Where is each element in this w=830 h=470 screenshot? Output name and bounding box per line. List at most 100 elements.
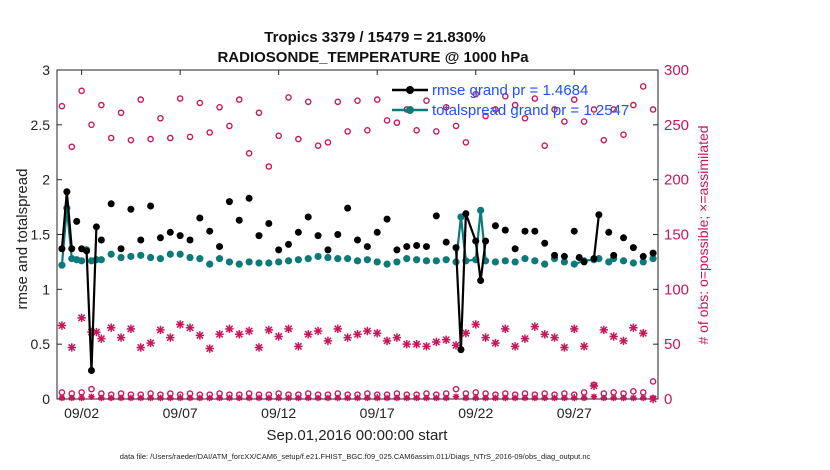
obs-assimilated-point bbox=[274, 332, 283, 341]
spread-point bbox=[363, 256, 371, 264]
obs-assimilated-star bbox=[333, 324, 342, 334]
obs-assimilated-point bbox=[186, 394, 194, 402]
obs-assimilated-star bbox=[255, 394, 263, 402]
rmse-point bbox=[610, 251, 618, 259]
obs-assimilated-star bbox=[541, 394, 548, 402]
spread-point bbox=[294, 256, 302, 264]
obs-assimilated-star bbox=[374, 394, 381, 402]
obs-assimilated-point bbox=[137, 394, 144, 402]
obs-possible-point bbox=[521, 114, 529, 122]
spread-point bbox=[595, 255, 603, 263]
rmse-point bbox=[275, 246, 283, 254]
obs-assimilated-star bbox=[136, 343, 145, 352]
obs-assimilated-star bbox=[461, 329, 471, 338]
obs-assimilated-star bbox=[510, 342, 520, 351]
obs-possible-point bbox=[157, 114, 164, 122]
obs-possible-point bbox=[501, 93, 509, 100]
obs-assimilated-star bbox=[147, 394, 154, 402]
obs-assimilated-star bbox=[433, 394, 440, 402]
obs-assimilated-star bbox=[175, 320, 185, 329]
obs-assimilated-point bbox=[472, 394, 479, 402]
obs-assimilated-star bbox=[235, 330, 244, 339]
obs-assimilated-point bbox=[471, 320, 480, 329]
spread-point bbox=[265, 259, 273, 267]
obs-assimilated-point bbox=[353, 330, 362, 339]
obs-assimilated-star bbox=[185, 323, 195, 332]
right-tick-label: 100 bbox=[664, 281, 689, 298]
obs-assimilated-point bbox=[106, 323, 116, 332]
obs-assimilated-star bbox=[452, 393, 460, 401]
obs-assimilated-point bbox=[215, 330, 224, 339]
obs-assimilated-star bbox=[560, 343, 569, 352]
obs-assimilated-point bbox=[92, 327, 101, 337]
y-axis-right-label: # of obs: o=possible; ×=assimilated bbox=[695, 125, 711, 344]
obs-possible-point bbox=[482, 112, 489, 120]
obs-assimilated-star bbox=[382, 336, 392, 346]
obs-assimilated-point bbox=[590, 393, 598, 401]
rmse-point bbox=[137, 236, 145, 244]
obs-assimilated-point bbox=[226, 394, 233, 402]
rmse-point bbox=[255, 232, 263, 240]
rmse-point bbox=[166, 228, 174, 236]
rmse-point bbox=[176, 232, 184, 240]
obs-possible-point bbox=[324, 139, 332, 146]
spread-point bbox=[353, 257, 362, 265]
obs-assimilated-star bbox=[274, 332, 283, 341]
obs-assimilated-star bbox=[284, 324, 293, 334]
spread-point bbox=[393, 258, 401, 266]
x-tick-label: 09/02 bbox=[64, 405, 99, 421]
obs-possible-point bbox=[354, 97, 361, 105]
obs-possible-point bbox=[117, 109, 125, 117]
rmse-point bbox=[560, 252, 568, 260]
rmse-point bbox=[304, 213, 312, 221]
x-tick-label: 09/12 bbox=[261, 405, 296, 421]
obs-assimilated-point bbox=[147, 394, 154, 402]
spread-point bbox=[127, 252, 135, 261]
obs-assimilated-star bbox=[610, 394, 617, 402]
obs-assimilated-point bbox=[285, 394, 292, 402]
obs-assimilated-star bbox=[550, 333, 559, 342]
rmse-point bbox=[501, 226, 509, 234]
obs-assimilated-star bbox=[146, 338, 155, 348]
rmse-point bbox=[413, 241, 421, 249]
rmse-point bbox=[462, 210, 470, 218]
legend-spread-label: totalspread grand pr = 1.2547 bbox=[432, 102, 629, 119]
obs-assimilated-star bbox=[225, 324, 234, 334]
obs-assimilated-point bbox=[88, 393, 95, 401]
obs-assimilated-star bbox=[373, 329, 382, 338]
obs-assimilated-star bbox=[393, 394, 401, 402]
legend-spread-marker bbox=[406, 106, 414, 114]
rmse-point bbox=[87, 366, 95, 374]
obs-assimilated-point bbox=[441, 335, 451, 344]
obs-assimilated-star bbox=[343, 333, 352, 342]
rmse-point bbox=[383, 215, 391, 223]
obs-possible-point bbox=[649, 106, 657, 113]
obs-assimilated-star bbox=[462, 394, 470, 402]
obs-possible-point bbox=[452, 385, 460, 393]
data-file-note: data file: /Users/raeder/DAI/ATM_forcXX/… bbox=[120, 452, 591, 461]
obs-possible-point bbox=[235, 96, 243, 103]
spread-point bbox=[501, 257, 509, 265]
obs-possible-point bbox=[186, 133, 194, 141]
obs-assimilated-star bbox=[344, 394, 351, 402]
obs-assimilated-point bbox=[609, 332, 618, 341]
rmse-point bbox=[363, 243, 371, 251]
spread-point bbox=[176, 250, 184, 258]
obs-assimilated-point bbox=[462, 394, 470, 402]
spread-point bbox=[422, 257, 431, 265]
obs-possible-point bbox=[88, 121, 95, 129]
obs-assimilated-point bbox=[589, 381, 599, 391]
spread-point bbox=[235, 260, 243, 268]
obs-possible-point bbox=[226, 122, 233, 130]
rmse-point bbox=[92, 223, 100, 231]
obs-assimilated-point bbox=[206, 394, 213, 402]
obs-assimilated-star bbox=[323, 336, 333, 346]
obs-possible-point bbox=[433, 128, 440, 135]
obs-assimilated-star bbox=[521, 394, 529, 402]
obs-assimilated-point bbox=[541, 394, 548, 402]
obs-assimilated-star bbox=[294, 342, 303, 351]
rmse-point bbox=[605, 228, 613, 236]
obs-possible-point bbox=[107, 134, 115, 142]
rmse-point bbox=[354, 236, 361, 244]
obs-assimilated-star bbox=[167, 394, 174, 402]
